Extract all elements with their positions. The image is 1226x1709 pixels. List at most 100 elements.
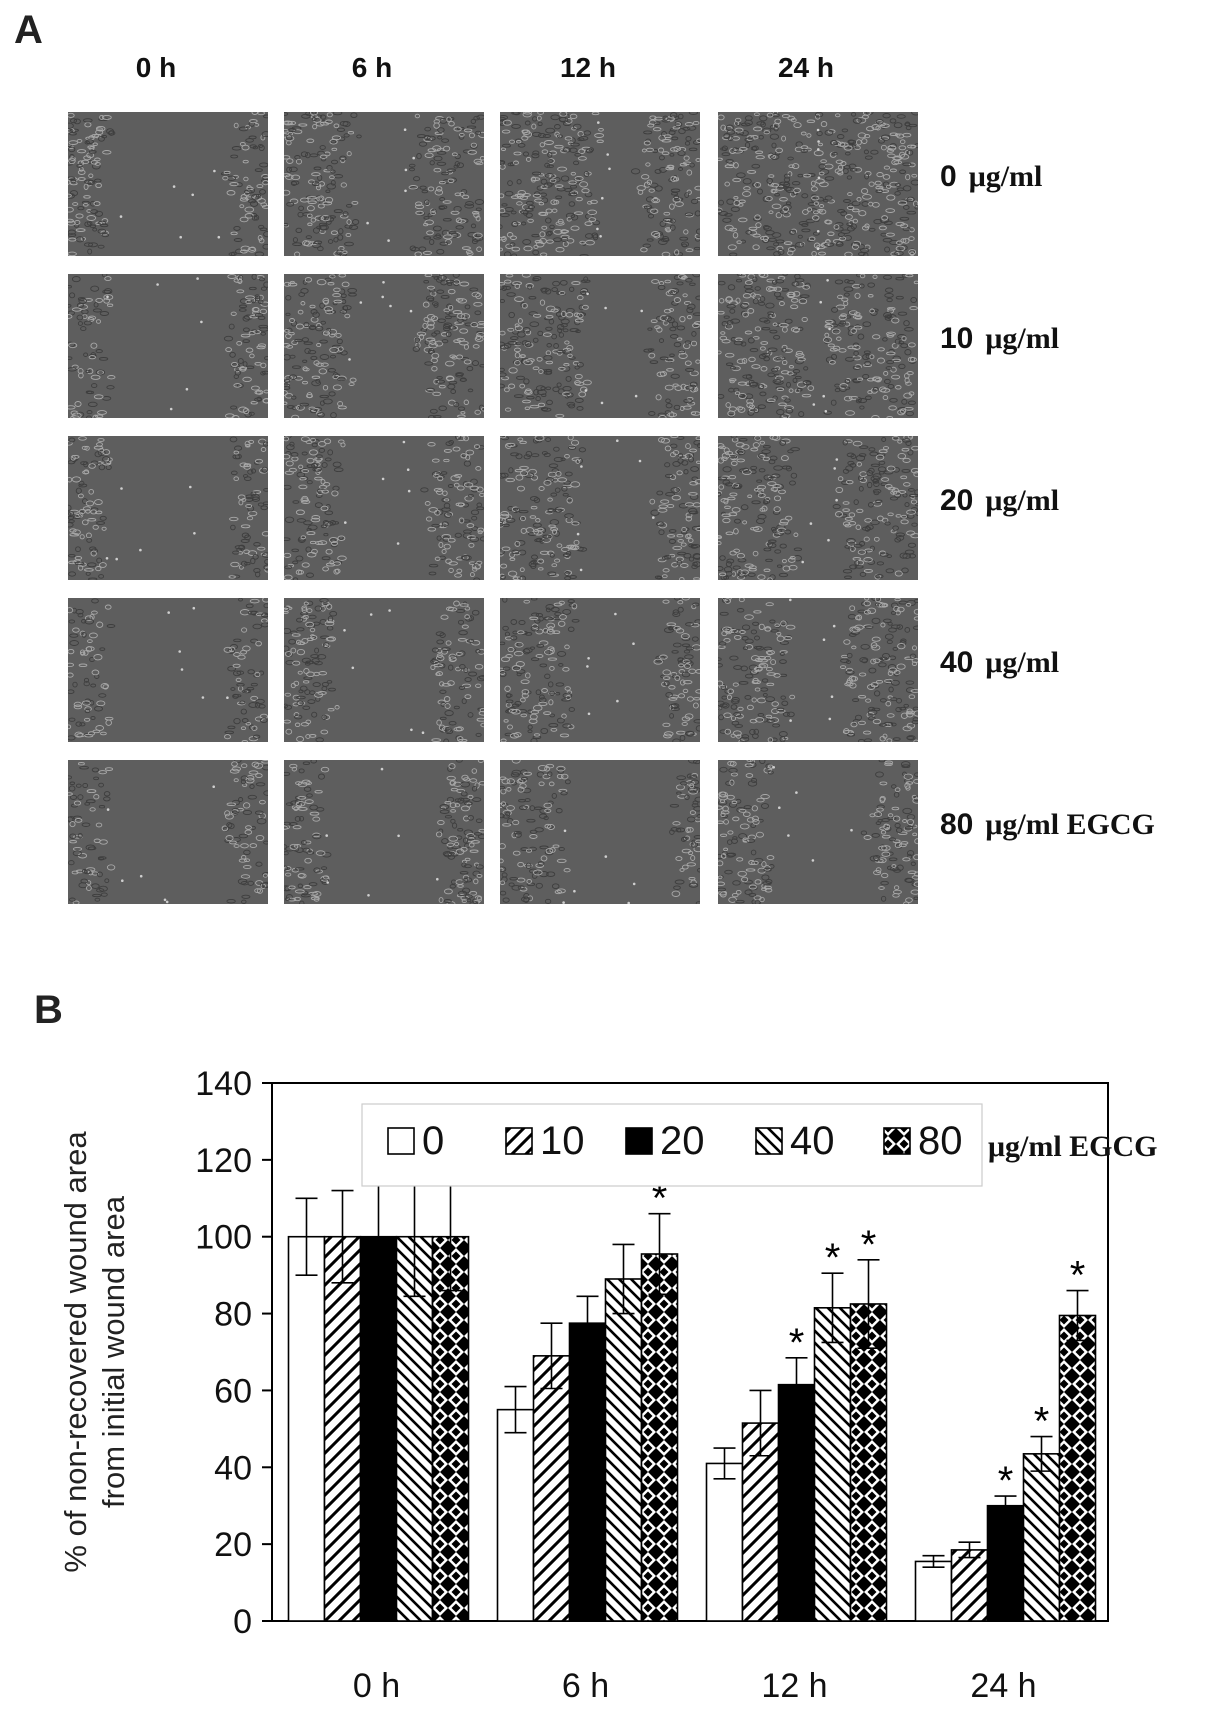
cell-mark <box>725 296 734 303</box>
cell-mark <box>513 576 518 580</box>
cell-mark <box>255 834 265 842</box>
cell-mark <box>320 729 329 735</box>
cell-mark <box>413 176 421 182</box>
cell-mark <box>500 511 510 517</box>
cell-mark <box>896 697 902 704</box>
cell-mark <box>469 572 475 578</box>
cell-mark <box>690 466 700 472</box>
cell-mark <box>318 447 326 453</box>
cell-mark <box>431 471 442 477</box>
cell-mark <box>893 791 900 798</box>
panel-a-label: A <box>14 8 43 52</box>
cell-mark <box>306 205 315 212</box>
cell-mark <box>764 655 772 661</box>
cell-mark <box>68 897 76 902</box>
cell-mark <box>423 279 430 284</box>
cell-mark <box>784 405 794 411</box>
cell-mark <box>549 553 555 558</box>
cell-mark <box>528 718 538 724</box>
cell-mark <box>299 685 308 692</box>
cell-mark <box>257 502 265 507</box>
cell-mark <box>906 371 914 376</box>
cell-mark <box>883 312 893 319</box>
debris-mark <box>120 487 123 490</box>
cell-mark <box>311 711 318 718</box>
cell-mark <box>68 218 74 224</box>
cell-mark <box>718 800 728 806</box>
cell-mark <box>284 401 288 406</box>
cell-mark <box>734 391 741 396</box>
cell-mark <box>536 115 542 121</box>
cell-mark <box>459 281 470 287</box>
cell-mark <box>875 574 884 579</box>
cell-mark <box>500 671 507 678</box>
cell-mark <box>730 715 737 721</box>
cell-mark <box>902 553 912 559</box>
debris-mark <box>193 532 196 535</box>
cell-mark <box>843 286 854 292</box>
debris-mark <box>213 169 216 173</box>
cell-mark <box>766 177 773 184</box>
cell-mark <box>852 698 860 702</box>
cell-mark <box>564 513 574 519</box>
cell-mark <box>740 239 747 244</box>
cell-mark <box>672 196 681 203</box>
debris-mark <box>165 900 169 904</box>
cell-mark <box>642 243 652 248</box>
cell-mark <box>771 113 780 118</box>
cell-mark <box>665 117 675 121</box>
cell-mark <box>445 640 452 646</box>
cell-mark <box>767 474 777 480</box>
cell-mark <box>242 376 252 383</box>
cell-mark <box>733 665 743 670</box>
cell-mark <box>718 208 723 214</box>
cell-mark <box>294 376 303 381</box>
cell-mark <box>435 831 443 838</box>
cell-mark <box>544 808 552 813</box>
cell-mark <box>290 180 300 186</box>
cell-mark <box>574 211 584 215</box>
cell-mark <box>879 723 888 727</box>
cell-mark <box>514 700 522 706</box>
cell-mark <box>104 767 114 771</box>
cell-mark <box>443 512 452 518</box>
cell-mark <box>461 246 471 250</box>
cell-mark <box>504 636 513 641</box>
cell-mark <box>732 565 741 570</box>
debris-mark <box>196 277 199 280</box>
cell-mark <box>672 609 679 615</box>
cell-mark <box>870 519 880 526</box>
cell-mark <box>907 400 916 406</box>
cell-mark <box>74 555 83 561</box>
debris-mark <box>217 235 221 239</box>
cell-mark <box>776 296 784 300</box>
cell-mark <box>511 123 521 129</box>
cell-mark <box>556 858 567 864</box>
debris-mark <box>351 666 355 670</box>
cell-mark <box>238 797 244 802</box>
cell-mark <box>564 188 573 193</box>
micrograph-cells <box>284 436 484 580</box>
cell-mark <box>428 348 435 355</box>
debris-mark <box>830 695 834 698</box>
cell-mark <box>728 387 735 393</box>
cell-mark <box>685 443 691 450</box>
cell-mark <box>671 890 681 897</box>
cell-mark <box>106 864 116 871</box>
cell-mark <box>898 340 905 344</box>
cell-mark <box>854 316 862 320</box>
cell-mark <box>684 835 691 841</box>
cell-mark <box>557 166 568 172</box>
cell-mark <box>306 213 313 218</box>
cell-mark <box>533 497 541 503</box>
cell-mark <box>292 242 303 247</box>
cell-mark <box>878 471 885 475</box>
cell-mark <box>101 274 108 278</box>
cell-mark <box>730 704 738 710</box>
cell-mark <box>520 697 526 703</box>
cell-mark <box>438 663 446 669</box>
cell-mark <box>510 336 519 341</box>
cell-mark <box>68 792 73 796</box>
cell-mark <box>790 304 799 310</box>
cell-mark <box>877 347 885 352</box>
